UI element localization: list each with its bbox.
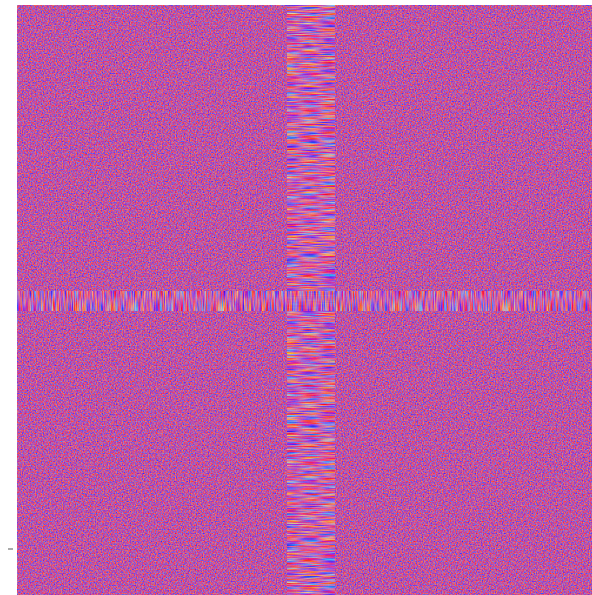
noise-image <box>0 0 592 595</box>
page <box>0 0 592 595</box>
horizontal-band <box>17 291 592 311</box>
